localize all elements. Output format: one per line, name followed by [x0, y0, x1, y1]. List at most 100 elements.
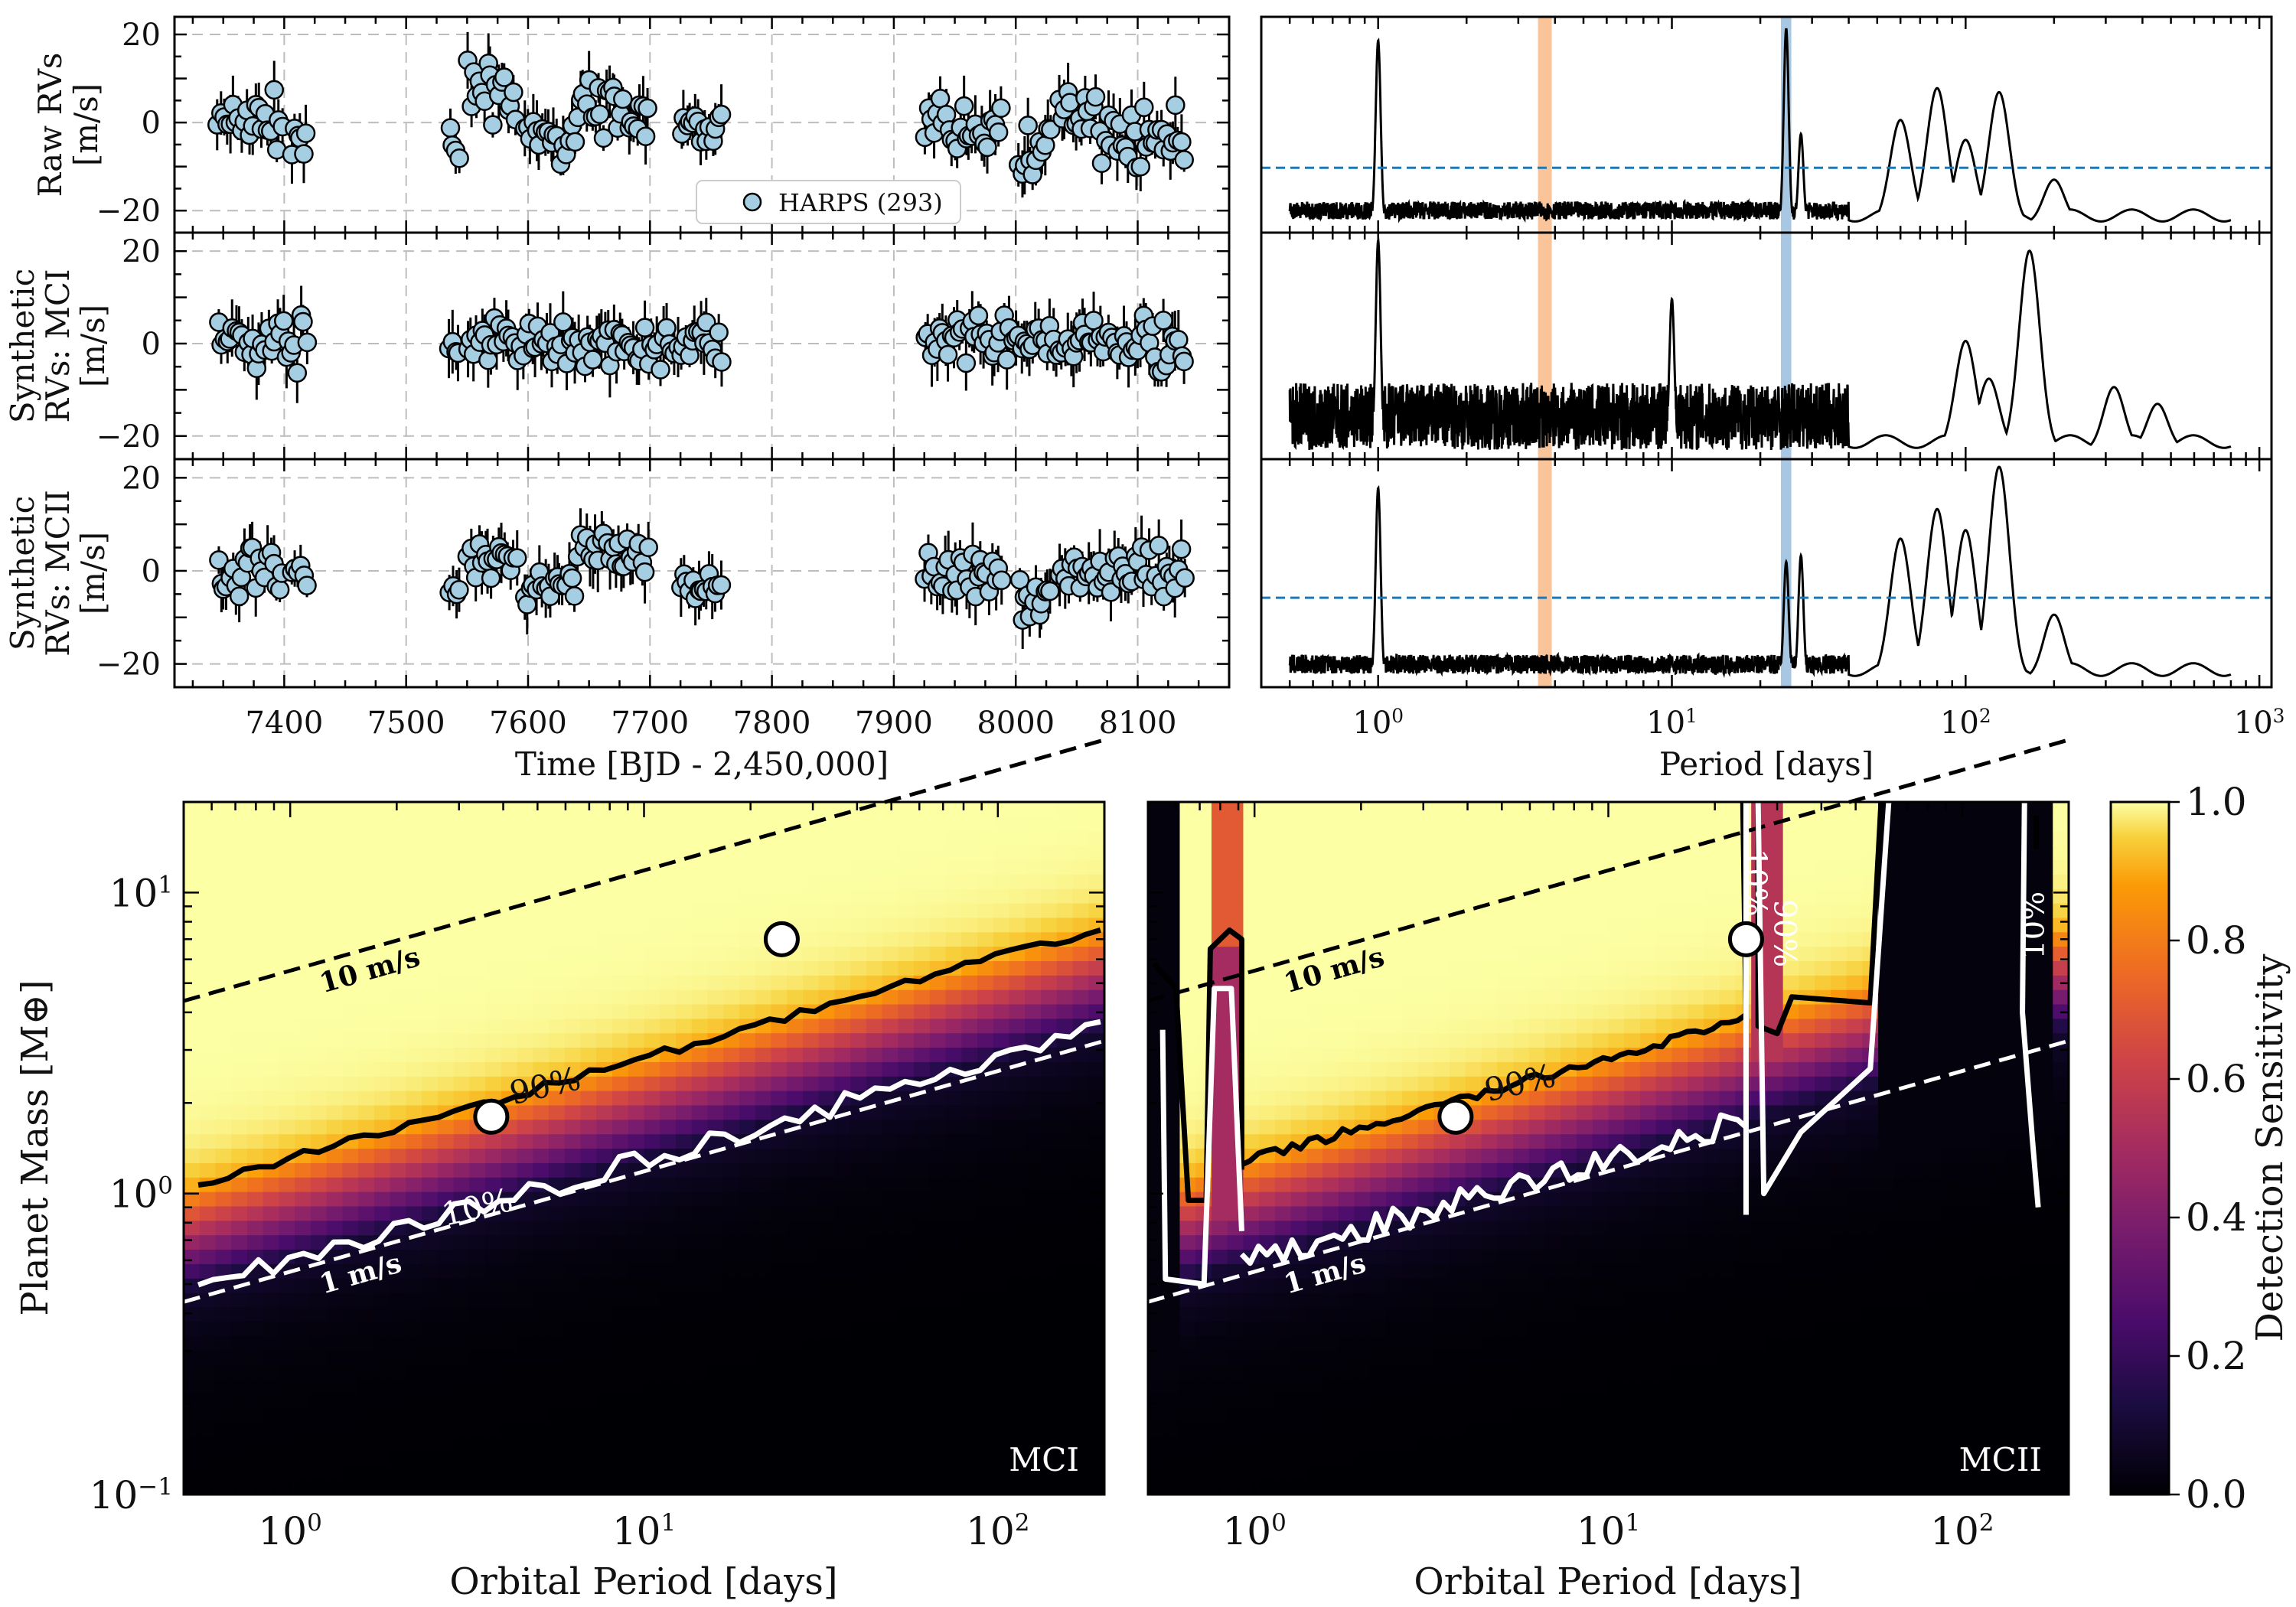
heatmap-cell [231, 1407, 248, 1423]
heatmap-cell [246, 946, 264, 961]
heatmap-cell [1072, 845, 1089, 861]
heatmap-cell [373, 1162, 391, 1178]
heatmap-cell [977, 1032, 994, 1048]
heatmap-cell [406, 830, 422, 846]
heatmap-cell [517, 874, 533, 889]
heatmap-cell [1009, 888, 1026, 904]
heatmap-cell [771, 1003, 788, 1019]
heatmap-cell [1056, 1263, 1074, 1279]
heatmap-cell [882, 1205, 899, 1221]
heatmap-cell [453, 946, 470, 961]
heatmap-cell [469, 902, 486, 918]
heatmap-cell [882, 1191, 899, 1207]
heatmap-cell [246, 1451, 264, 1466]
heatmap-cell [263, 1422, 280, 1438]
heatmap-cell [628, 1335, 645, 1351]
heatmap-cell [263, 1335, 280, 1351]
heatmap-cell [866, 1191, 883, 1207]
heatmap-cell [1195, 816, 1212, 832]
heatmap-cell [1056, 874, 1074, 889]
heatmap-cell [1195, 1321, 1212, 1337]
heatmap-cell [1195, 1379, 1212, 1394]
heatmap-cell [612, 1133, 629, 1149]
heatmap-cell [231, 1003, 248, 1019]
heatmap-cell [1211, 1292, 1228, 1308]
heatmap-cell [1041, 845, 1058, 861]
heatmap-cell [644, 859, 660, 875]
heatmap-cell [373, 1061, 391, 1077]
heatmap-cell [771, 1335, 788, 1351]
heatmap-cell [850, 1278, 867, 1293]
heatmap-cell [469, 816, 486, 832]
heatmap-cell [691, 1047, 709, 1062]
heatmap-cell [755, 1061, 772, 1077]
heatmap-cell [977, 1133, 994, 1149]
heatmap-cell [342, 816, 359, 832]
heatmap-cell [1148, 1090, 1165, 1106]
heatmap-cell [215, 874, 232, 889]
heatmap-cell [390, 816, 406, 832]
heatmap-cell [898, 1451, 915, 1466]
heatmap-cell [787, 1234, 804, 1250]
heatmap-cell [898, 1162, 915, 1178]
heatmap-cell [1088, 1393, 1105, 1409]
heatmap-cell [612, 975, 629, 990]
heatmap-cell [866, 1032, 883, 1048]
heatmap-cell [485, 1292, 502, 1308]
heatmap-cell [660, 989, 677, 1005]
heatmap-cell [1163, 1335, 1181, 1351]
heatmap-cell [929, 1335, 947, 1351]
heatmap-xtick-label: 102 [966, 1509, 1029, 1553]
heatmap-cell [1179, 1306, 1196, 1322]
heatmap-cell [453, 1379, 470, 1394]
heatmap-cell [279, 1422, 295, 1438]
heatmap-cell [945, 1191, 962, 1207]
heatmap-cell [1163, 1321, 1181, 1337]
heatmap-cell [723, 960, 740, 976]
heatmap-cell [755, 888, 772, 904]
heatmap-cell [882, 1379, 899, 1394]
heatmap-cell [628, 888, 645, 904]
heatmap-cell [422, 1177, 439, 1192]
heatmap-cell [279, 902, 295, 918]
heatmap-cell [373, 1119, 391, 1135]
heatmap-cell [755, 1032, 772, 1048]
heatmap-cell [564, 931, 582, 947]
heatmap-cell [1056, 1076, 1074, 1091]
heatmap-cell [961, 1292, 978, 1308]
heatmap-cell [739, 1148, 756, 1163]
heatmap-cell [390, 1436, 406, 1452]
heatmap-cell [628, 1119, 645, 1135]
heatmap-cell [977, 960, 994, 976]
heatmap-cell [580, 1191, 597, 1207]
heatmap-cell [246, 1220, 264, 1236]
heatmap-cell [787, 1104, 804, 1120]
heatmap-cell [993, 1191, 1010, 1207]
heatmap-cell [834, 1177, 851, 1192]
heatmap-cell [945, 1393, 962, 1409]
heatmap-cell [882, 1047, 899, 1062]
heatmap-cell [453, 1393, 470, 1409]
heatmap-cell [1163, 1047, 1181, 1062]
heatmap-cell [279, 1278, 295, 1293]
heatmap-cell [1163, 1379, 1181, 1394]
heatmap-cell [199, 902, 217, 918]
heatmap-cell [469, 874, 486, 889]
heatmap-cell [723, 1220, 740, 1236]
heatmap-cell [184, 1018, 201, 1034]
heatmap-cell [533, 1350, 550, 1365]
heatmap-cell [1009, 917, 1026, 933]
heatmap-cell [675, 1249, 693, 1264]
heatmap-cell [215, 1306, 232, 1322]
heatmap-cell [993, 859, 1010, 875]
heatmap-cell [596, 1379, 613, 1394]
heatmap-cell [422, 1119, 439, 1135]
heatmap-cell [564, 1335, 582, 1351]
heatmap-cell [215, 1018, 232, 1034]
heatmap-cell [231, 1379, 248, 1394]
heatmap-cell [1009, 1119, 1026, 1135]
heatmap-cell [406, 1104, 422, 1120]
heatmap-cell [866, 1249, 883, 1264]
heatmap-cell [358, 1436, 375, 1452]
heatmap-cell [739, 874, 756, 889]
